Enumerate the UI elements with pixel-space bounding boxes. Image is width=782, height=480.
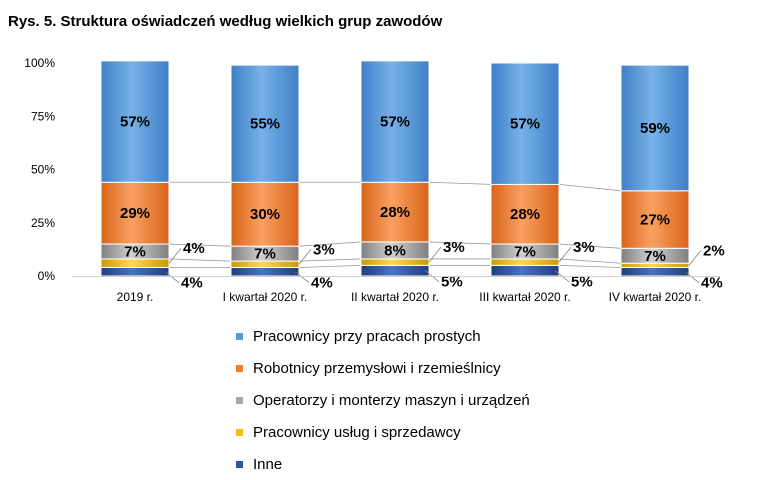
data-label: 5%: [571, 274, 593, 291]
connector-line: [558, 184, 622, 192]
legend-item: Pracownicy usług i sprzedawcy: [236, 416, 530, 448]
data-label: 28%: [510, 206, 540, 223]
connector-line: [298, 264, 362, 268]
legend-swatch: [236, 332, 243, 340]
data-label: 7%: [124, 244, 146, 261]
y-tick-label: 25%: [31, 216, 55, 230]
connector-line: [298, 241, 362, 247]
leader-line: [168, 247, 182, 264]
legend-label: Pracownicy usług i sprzedawcy: [253, 423, 461, 441]
legend-item: Pracownicy przy pracach prostych: [236, 320, 530, 352]
data-label: 29%: [120, 205, 150, 222]
x-axis: 2019 r. I kwartał 2020 r. II kwartał 2020 …: [72, 276, 720, 304]
bar-segment: [230, 266, 300, 277]
bar-segment: [490, 264, 560, 277]
data-label: 3%: [313, 241, 335, 258]
bar-segment: [360, 60, 430, 183]
data-label: 59%: [640, 120, 670, 137]
y-tick-label: 50%: [31, 163, 55, 177]
data-label: 4%: [311, 275, 333, 292]
leader-line: [164, 271, 180, 284]
data-label: 57%: [380, 114, 410, 131]
bar-segment: [620, 64, 690, 192]
leader-line: [558, 246, 572, 263]
legend-swatch: [236, 460, 243, 468]
chart-title: Rys. 5. Struktura oświadczeń według wiel…: [8, 13, 443, 30]
x-tick-label: IV kwartał 2020 r.: [609, 290, 702, 304]
legend-item: Operatorzy i monterzy maszyn i urządzeń: [236, 384, 530, 416]
y-tick-label: 0%: [38, 269, 56, 283]
connector-line: [168, 243, 232, 247]
connector-line: [558, 264, 622, 268]
x-tick-label: II kwartał 2020 r.: [351, 290, 439, 304]
leader-line: [298, 249, 312, 265]
connector-line: [428, 181, 492, 185]
connector-line: [168, 258, 232, 262]
bar-segment: [360, 258, 430, 266]
data-label: 27%: [640, 212, 670, 229]
bar-segment: [230, 64, 300, 183]
data-label: 57%: [120, 114, 150, 131]
connector-line: [558, 243, 622, 249]
leader-line: [688, 250, 702, 266]
leader-line: [294, 271, 310, 284]
data-label: 28%: [380, 204, 410, 221]
y-tick-label: 100%: [24, 56, 55, 70]
x-tick-label: III kwartał 2020 r.: [479, 290, 570, 304]
bar-segment: [100, 60, 170, 183]
legend: Pracownicy przy pracach prostych Robotnic…: [236, 320, 530, 480]
data-label: 8%: [384, 242, 406, 259]
data-label: 4%: [701, 275, 723, 292]
data-label: 7%: [644, 248, 666, 265]
y-axis: 0% 25% 50% 75% 100%: [24, 56, 55, 283]
data-label: 30%: [250, 206, 280, 223]
data-label: 7%: [514, 244, 536, 261]
legend-swatch: [236, 428, 243, 436]
data-label: 2%: [703, 242, 725, 259]
leader-line: [684, 271, 700, 284]
legend-swatch: [236, 396, 243, 404]
data-label: 5%: [441, 274, 463, 291]
x-tick-label: I kwartał 2020 r.: [223, 290, 308, 304]
legend-swatch: [236, 364, 243, 372]
data-label: 7%: [254, 246, 276, 263]
bar-segment: [490, 183, 560, 245]
x-tick-label: 2019 r.: [117, 290, 154, 304]
bars: 7% 29% 57% 4% 4% 7% 30% 55% 3% 4% 8% 28% 57% 3% 5% 7% 28…: [100, 60, 725, 292]
stacked-bar-chart: 0% 25% 50% 75% 100% 7% 29% 57% 4% 4% 7% 30% 55% 3% 4%…: [24, 56, 725, 304]
bar-segment: [230, 181, 300, 247]
legend-label: Operatorzy i monterzy maszyn i urządzeń: [253, 391, 530, 409]
data-label: 3%: [573, 239, 595, 256]
data-label: 57%: [510, 116, 540, 133]
connector-line: [298, 258, 362, 262]
series-connector-lines: [168, 181, 622, 268]
data-label: 4%: [181, 275, 203, 292]
bar-segment: [360, 181, 430, 243]
bar-segment: [620, 266, 690, 277]
leader-line: [428, 246, 442, 263]
legend-label: Robotnicy przemysłowi i rzemieślnicy: [253, 359, 501, 377]
connector-line: [558, 258, 622, 264]
legend-item: Robotnicy przemysłowi i rzemieślnicy: [236, 352, 530, 384]
bar-segment: [490, 62, 560, 185]
legend-label: Pracownicy przy pracach prostych: [253, 327, 481, 345]
legend-item: Inne: [236, 448, 530, 480]
data-label: 4%: [183, 240, 205, 257]
bar-segment: [100, 266, 170, 277]
connector-line: [428, 241, 492, 245]
data-label: 55%: [250, 116, 280, 133]
data-label: 3%: [443, 239, 465, 256]
legend-label: Inne: [253, 455, 283, 473]
y-tick-label: 75%: [31, 109, 55, 123]
bar-segment: [360, 264, 430, 277]
